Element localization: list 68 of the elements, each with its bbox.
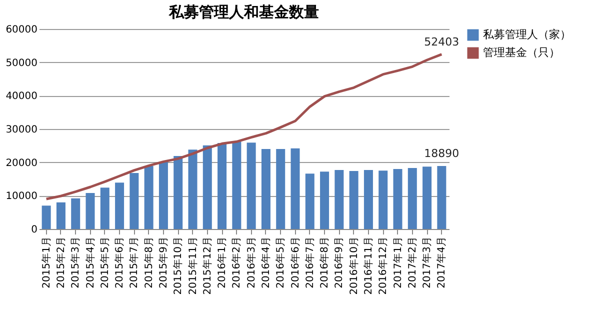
y-tick-label: 20000 bbox=[6, 158, 38, 169]
x-tick-label: 2015年9月 bbox=[157, 236, 170, 288]
x-tick-label: 2015年2月 bbox=[54, 236, 67, 288]
x-tick-label: 2015年7月 bbox=[128, 236, 140, 288]
bar bbox=[232, 142, 242, 229]
bar bbox=[364, 170, 373, 229]
bar bbox=[218, 143, 227, 229]
bar bbox=[202, 145, 212, 229]
bar bbox=[158, 162, 168, 229]
bar bbox=[86, 193, 95, 229]
chart-title: 私募管理人和基金数量 bbox=[168, 3, 319, 21]
bar bbox=[320, 172, 330, 229]
x-tick-label: 2016年11月 bbox=[362, 236, 374, 295]
x-tick-label: 2016年12月 bbox=[377, 236, 390, 295]
x-tick-label: 2015年11月 bbox=[186, 236, 199, 295]
x-tick-label: 2015年5月 bbox=[98, 236, 111, 288]
bar bbox=[42, 206, 51, 229]
legend-label: 私募管理人（家） bbox=[483, 28, 571, 41]
y-tick-label: 60000 bbox=[6, 24, 38, 36]
data-label: 52403 bbox=[424, 35, 460, 48]
bar bbox=[290, 148, 300, 229]
bar bbox=[71, 198, 80, 229]
x-tick-label: 2016年1月 bbox=[216, 236, 228, 288]
bar bbox=[144, 166, 154, 229]
y-tick-label: 50000 bbox=[6, 58, 38, 69]
x-tick-label: 2015年1月 bbox=[40, 236, 52, 288]
x-tick-label: 2015年3月 bbox=[70, 236, 82, 288]
bar bbox=[130, 173, 139, 229]
bar bbox=[115, 182, 124, 229]
x-tick-label: 2015年8月 bbox=[142, 236, 155, 288]
y-tick-label: 30000 bbox=[6, 124, 38, 136]
bar bbox=[408, 168, 417, 229]
y-tick-label: 10000 bbox=[6, 191, 38, 202]
x-tick-label: 2017年3月 bbox=[421, 236, 434, 288]
bar bbox=[422, 166, 432, 229]
x-tick-label: 2015年4月 bbox=[84, 236, 96, 288]
bar bbox=[261, 149, 270, 229]
bar bbox=[393, 169, 402, 229]
x-tick-label: 2016年4月 bbox=[260, 236, 272, 288]
y-tick-label: 0 bbox=[31, 224, 38, 236]
bar bbox=[334, 170, 344, 229]
x-tick-label: 2016年6月 bbox=[289, 236, 302, 288]
bar bbox=[56, 202, 66, 229]
bar bbox=[246, 142, 256, 229]
bar bbox=[276, 149, 286, 229]
bar bbox=[188, 150, 198, 229]
y-tick-label: 40000 bbox=[6, 91, 38, 102]
bar bbox=[100, 188, 110, 229]
x-tick-label: 2017年1月 bbox=[392, 236, 404, 288]
x-tick-label: 2016年3月 bbox=[245, 236, 258, 288]
bar bbox=[305, 174, 314, 229]
bar bbox=[437, 166, 446, 229]
x-tick-label: 2016年10月 bbox=[348, 236, 360, 295]
bar bbox=[349, 171, 358, 229]
x-tick-label: 2017年2月 bbox=[406, 236, 418, 288]
x-tick-label: 2017年4月 bbox=[436, 236, 448, 288]
x-tick-label: 2015年10月 bbox=[172, 236, 184, 295]
x-tick-label: 2016年7月 bbox=[304, 236, 316, 288]
x-tick-label: 2016年2月 bbox=[230, 236, 243, 288]
legend-label: 管理基金（只） bbox=[483, 46, 560, 59]
bar bbox=[378, 170, 388, 229]
x-tick-label: 2016年8月 bbox=[318, 236, 331, 288]
bar bbox=[174, 156, 183, 229]
x-tick-label: 2016年9月 bbox=[333, 236, 346, 288]
x-tick-label: 2016年5月 bbox=[274, 236, 287, 288]
x-tick-label: 2015年12月 bbox=[201, 236, 214, 295]
x-tick-label: 2015年6月 bbox=[114, 236, 126, 288]
data-label: 18890 bbox=[424, 147, 460, 160]
